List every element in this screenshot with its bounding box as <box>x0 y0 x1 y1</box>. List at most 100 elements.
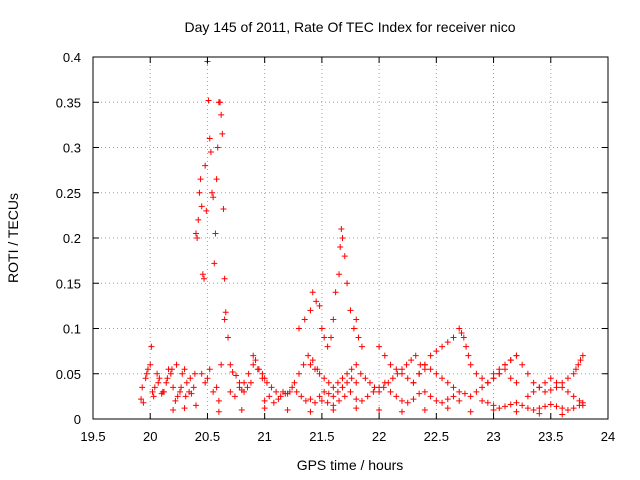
data-point <box>312 366 319 373</box>
data-point <box>330 406 337 413</box>
data-point <box>399 408 405 415</box>
data-point <box>444 339 451 346</box>
data-point <box>247 379 254 386</box>
data-point <box>312 399 319 406</box>
data-point <box>298 393 305 400</box>
data-point <box>410 396 417 403</box>
data-point <box>284 406 291 413</box>
data-point <box>433 397 440 404</box>
data-point <box>149 388 156 395</box>
data-point <box>231 393 238 400</box>
data-point <box>576 397 583 404</box>
axis-ticks <box>92 56 609 420</box>
data-point <box>559 384 566 391</box>
data-point <box>244 384 251 391</box>
data-point <box>150 393 157 400</box>
data-point <box>444 396 451 403</box>
data-point <box>357 370 364 377</box>
data-point <box>387 388 394 395</box>
data-point <box>330 316 337 323</box>
data-point <box>176 388 183 395</box>
data-point <box>261 405 268 412</box>
data-point <box>211 260 218 267</box>
data-point <box>433 370 440 377</box>
data-point <box>250 361 257 368</box>
data-point <box>416 390 423 397</box>
data-point <box>225 334 232 341</box>
data-point <box>412 352 419 359</box>
x-axis-label: GPS time / hours <box>297 457 404 473</box>
data-point <box>163 379 170 386</box>
data-point <box>404 375 411 382</box>
data-point <box>261 397 268 404</box>
data-point <box>197 176 204 183</box>
data-point <box>559 405 566 412</box>
data-point <box>524 393 531 400</box>
x-tick-label: 21 <box>257 429 271 444</box>
data-point <box>172 397 179 404</box>
data-point <box>316 393 323 400</box>
data-point <box>362 375 369 382</box>
data-point <box>450 334 457 341</box>
plot-frame <box>92 56 609 420</box>
data-point <box>536 384 543 391</box>
data-point <box>353 316 360 323</box>
data-point <box>579 352 586 359</box>
data-point <box>318 397 325 404</box>
data-points <box>138 58 586 418</box>
data-point <box>205 97 212 104</box>
x-tick-label: 21.5 <box>309 429 334 444</box>
data-point <box>293 388 300 395</box>
data-point <box>195 216 202 223</box>
data-point <box>507 357 514 364</box>
data-point <box>238 406 245 413</box>
data-point <box>355 334 362 341</box>
data-point <box>194 235 201 241</box>
data-point <box>536 405 543 412</box>
data-point <box>575 361 582 368</box>
data-point <box>284 390 291 397</box>
data-point <box>519 402 526 409</box>
data-point <box>266 393 273 400</box>
y-tick-label: 0.05 <box>56 367 81 382</box>
data-point <box>210 388 217 395</box>
data-point <box>427 352 434 359</box>
data-point <box>572 366 579 373</box>
data-point <box>213 176 220 183</box>
data-point <box>421 361 428 368</box>
data-point <box>347 388 354 395</box>
data-point <box>467 393 474 400</box>
data-point <box>542 403 549 410</box>
data-point <box>270 399 277 406</box>
data-point <box>138 396 145 403</box>
data-point <box>350 325 357 332</box>
data-point <box>450 393 457 400</box>
x-tick-label: 23.5 <box>538 429 563 444</box>
data-point <box>188 390 195 397</box>
data-point <box>148 343 155 350</box>
data-point <box>321 334 328 341</box>
data-point <box>496 366 503 373</box>
data-point <box>263 379 270 386</box>
data-point <box>496 405 503 412</box>
data-point <box>502 361 508 368</box>
data-point <box>381 379 388 386</box>
data-point <box>151 384 158 391</box>
data-point <box>547 401 554 408</box>
data-point <box>338 225 345 232</box>
y-tick-label: 0 <box>74 412 81 427</box>
data-point <box>321 388 328 395</box>
data-point <box>321 375 328 382</box>
data-point <box>439 399 446 406</box>
data-point <box>330 393 337 400</box>
data-point <box>341 393 348 400</box>
y-tick-label: 0.2 <box>63 231 81 246</box>
data-point <box>219 130 226 137</box>
data-point <box>307 361 314 368</box>
data-point <box>358 343 365 350</box>
data-point <box>206 135 213 142</box>
data-point <box>193 402 199 409</box>
data-point <box>473 388 480 395</box>
y-tick-label: 0.1 <box>63 322 81 337</box>
data-point <box>479 397 486 404</box>
